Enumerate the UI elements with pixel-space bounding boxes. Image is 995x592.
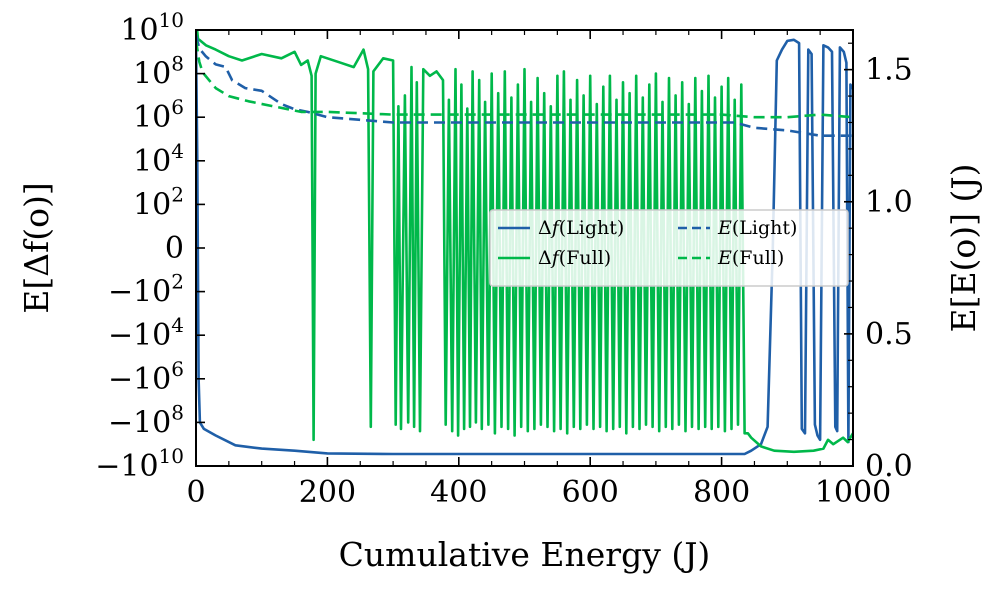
x-tick-label: 400 — [430, 475, 487, 510]
y-right-tick-label: 1.0 — [865, 185, 913, 220]
legend: Δf(Light) E(Light) Δf(Full) E(Full) — [489, 209, 849, 287]
y-left-tick-label: 0 — [165, 231, 184, 266]
y-right-axis-label: E[E(o)] (J) — [944, 163, 983, 332]
y-left-tick-label: −106 — [108, 357, 184, 397]
series-line-f-full — [196, 30, 853, 454]
legend-label: Δf(Light) — [538, 217, 624, 239]
series-line-f-light — [196, 38, 853, 456]
label-layer: 0 200 400 600 800 100010101081061041020−102−1… — [17, 8, 983, 574]
y-left-tick-label: 102 — [133, 182, 184, 222]
series-line-e-light — [196, 34, 853, 137]
legend-label: E(Full) — [717, 247, 784, 269]
y-left-tick-label: 108 — [133, 52, 184, 92]
y-left-tick-label: 106 — [133, 95, 184, 135]
y-right-tick-label: 0.0 — [865, 449, 913, 484]
tick-layer — [195, 29, 854, 467]
y-right-tick-label: 1.5 — [865, 53, 913, 88]
y-left-tick-label: −104 — [108, 313, 184, 353]
x-tick-label: 1000 — [815, 475, 891, 510]
legend-box — [489, 209, 849, 287]
y-left-tick-label: −1010 — [95, 444, 184, 484]
y-left-tick-label: 1010 — [120, 8, 184, 48]
y-left-axis-label: E[Δf(o)] — [17, 182, 56, 314]
series-layer — [196, 30, 853, 456]
x-tick-label: 800 — [693, 475, 750, 510]
y-left-tick-label: −108 — [108, 400, 184, 440]
x-axis-label: Cumulative Energy (J) — [339, 535, 711, 574]
y-left-tick-label: −102 — [108, 270, 184, 310]
x-tick-label: 0 — [186, 475, 205, 510]
y-left-tick-label: 104 — [133, 139, 184, 179]
x-tick-label: 600 — [562, 475, 619, 510]
legend-label: E(Light) — [717, 217, 797, 239]
series-line-e-full — [196, 40, 853, 119]
legend-label: Δf(Full) — [538, 247, 611, 269]
x-tick-label: 200 — [299, 475, 356, 510]
y-right-tick-label: 0.5 — [865, 317, 913, 352]
